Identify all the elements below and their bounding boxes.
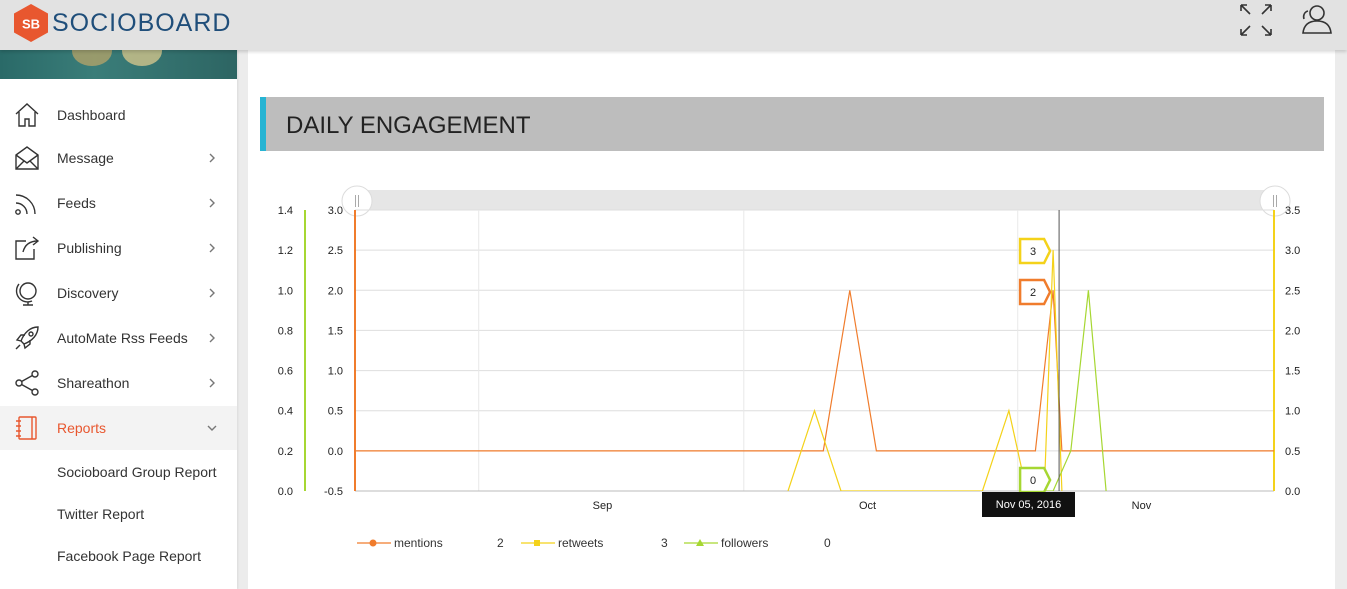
tooltip-flag-retweets-label: 3	[1030, 246, 1036, 258]
chevron-right-icon	[209, 333, 215, 343]
report-subitem-facebook-page[interactable]: Facebook Page Report	[57, 548, 201, 564]
rss-icon	[15, 194, 36, 215]
tooltip-flag-followers-label: 0	[1030, 475, 1036, 487]
tooltip-flag-mentions-label: 2	[1030, 287, 1036, 299]
chevron-right-icon	[209, 243, 215, 253]
sidebar-item-label: Shareathon	[57, 375, 130, 391]
legend-marker-followers	[684, 539, 718, 546]
sidebar-item-label: Message	[57, 150, 114, 166]
x-tick-label: Oct	[859, 500, 876, 512]
section-title: DAILY ENGAGEMENT	[286, 112, 531, 139]
main-panel: DAILY ENGAGEMENT	[248, 50, 1335, 589]
y-tick-label-followers: 0.0	[278, 486, 293, 498]
banner-decoration	[72, 50, 112, 66]
sidebar-item-label: Reports	[57, 420, 107, 436]
sidebar-item-label: AutoMate Rss Feeds	[57, 330, 188, 346]
tooltip-date: Nov 05, 2016	[996, 499, 1061, 511]
sidebar-item-label: Publishing	[57, 240, 122, 256]
home-icon	[15, 103, 39, 127]
y-tick-label-mentions: 2.5	[328, 245, 343, 257]
legend-marker-mentions	[357, 539, 391, 547]
y-tick-label-retweets: 2.5	[1285, 285, 1300, 297]
chevron-down-icon	[207, 425, 217, 431]
series-line-followers	[1044, 290, 1107, 491]
y-tick-label-retweets: 0.5	[1285, 446, 1300, 458]
y-tick-label-followers: 1.0	[278, 285, 293, 297]
x-tick-label: Sep	[593, 500, 613, 512]
y-tick-label-mentions: 0.0	[328, 446, 343, 458]
y-tick-label-followers: 1.4	[278, 205, 293, 217]
y-tick-label-followers: 0.2	[278, 446, 293, 458]
y-tick-label-retweets: 0.0	[1285, 486, 1300, 498]
x-tick-label: Nov	[1132, 500, 1152, 512]
y-tick-label-mentions: 2.0	[328, 285, 343, 297]
section-header: DAILY ENGAGEMENT	[260, 97, 1324, 151]
series-line-retweets	[787, 250, 1063, 491]
legend-value: 3	[661, 536, 668, 550]
sidebar-item-reports[interactable]: Reports	[0, 406, 237, 450]
share-box-icon	[15, 236, 40, 260]
legend-label: retweets	[558, 536, 604, 550]
y-tick-label-followers: 0.6	[278, 366, 293, 378]
y-tick-label-retweets: 2.0	[1285, 325, 1300, 337]
sidebar-item-label: Feeds	[57, 195, 96, 211]
banner-decoration	[122, 50, 162, 66]
range-scrollbar[interactable]	[355, 190, 1274, 210]
legend-value: 2	[497, 536, 504, 550]
sidebar-item-automate-rss-feeds[interactable]: AutoMate Rss Feeds	[0, 316, 237, 360]
tooltip-flag-retweets	[1018, 237, 1052, 265]
rocket-icon	[15, 326, 39, 350]
tooltip-flag-mentions	[1018, 278, 1052, 306]
y-tick-label-followers: 0.4	[278, 406, 293, 418]
logo-badge-text: SB	[22, 17, 40, 32]
envelope-icon	[15, 146, 39, 170]
y-tick-label-retweets: 3.0	[1285, 245, 1300, 257]
chevron-right-icon	[209, 378, 215, 388]
y-tick-label-followers: 0.8	[278, 325, 293, 337]
legend-value: 0	[824, 536, 831, 550]
report-subitem-twitter[interactable]: Twitter Report	[57, 506, 145, 522]
logo-text[interactable]: SOCIOBOARD	[52, 9, 232, 37]
y-tick-label-retweets: 1.0	[1285, 406, 1300, 418]
y-tick-label-mentions: 1.5	[328, 325, 343, 337]
y-tick-label-mentions: 1.0	[328, 366, 343, 378]
sidebar-item-feeds[interactable]: Feeds	[0, 181, 237, 225]
chevron-right-icon	[209, 198, 215, 208]
grip-icon	[1273, 195, 1277, 207]
sidebar-item-label: Dashboard	[57, 107, 126, 123]
chevron-right-icon	[209, 153, 215, 163]
fullscreen-icon[interactable]	[1238, 2, 1274, 38]
sidebar-item-shareathon[interactable]: Shareathon	[0, 361, 237, 405]
tooltip-date-box	[982, 492, 1075, 517]
sidebar-item-publishing[interactable]: Publishing	[0, 226, 237, 270]
range-handle-left[interactable]	[341, 185, 373, 217]
sidebar: Dashboard Message Feeds Publishing Disco…	[0, 50, 237, 589]
top-bar: SB SOCIOBOARD	[0, 0, 1347, 50]
legend-label: followers	[721, 536, 769, 550]
report-subitem-socioboard-group[interactable]: Socioboard Group Report	[57, 464, 217, 480]
legend-marker-retweets	[521, 540, 555, 546]
sidebar-item-message[interactable]: Message	[0, 136, 237, 180]
tooltip-flag-followers	[1018, 466, 1052, 494]
y-tick-label-retweets: 1.5	[1285, 366, 1300, 378]
y-tick-label-retweets: 3.5	[1285, 205, 1300, 217]
sidebar-item-label: Discovery	[57, 285, 119, 301]
legend-label: mentions	[394, 536, 443, 550]
y-tick-label-mentions: 3.0	[328, 205, 343, 217]
notebook-icon	[16, 416, 37, 440]
socioboard-logo-icon[interactable]: SB	[13, 4, 49, 42]
y-tick-label-mentions: -0.5	[324, 486, 343, 498]
series-line-mentions	[355, 290, 1274, 452]
chevron-right-icon	[209, 288, 215, 298]
y-tick-label-mentions: 0.5	[328, 406, 343, 418]
sidebar-item-dashboard[interactable]: Dashboard	[0, 93, 237, 137]
y-tick-label-followers: 1.2	[278, 245, 293, 257]
profile-banner	[0, 50, 237, 79]
user-icon[interactable]	[1298, 2, 1334, 38]
share-nodes-icon	[15, 370, 39, 396]
engagement-chart: 0.0 0.2 0.4 0.6 0.8 1.0 1.2 1.4 -0.5 0.0 0.5 1.0 1.5…	[278, 185, 1300, 517]
sidebar-item-discovery[interactable]: Discovery	[0, 271, 237, 315]
grip-icon	[355, 195, 359, 207]
globe-icon	[15, 282, 37, 306]
